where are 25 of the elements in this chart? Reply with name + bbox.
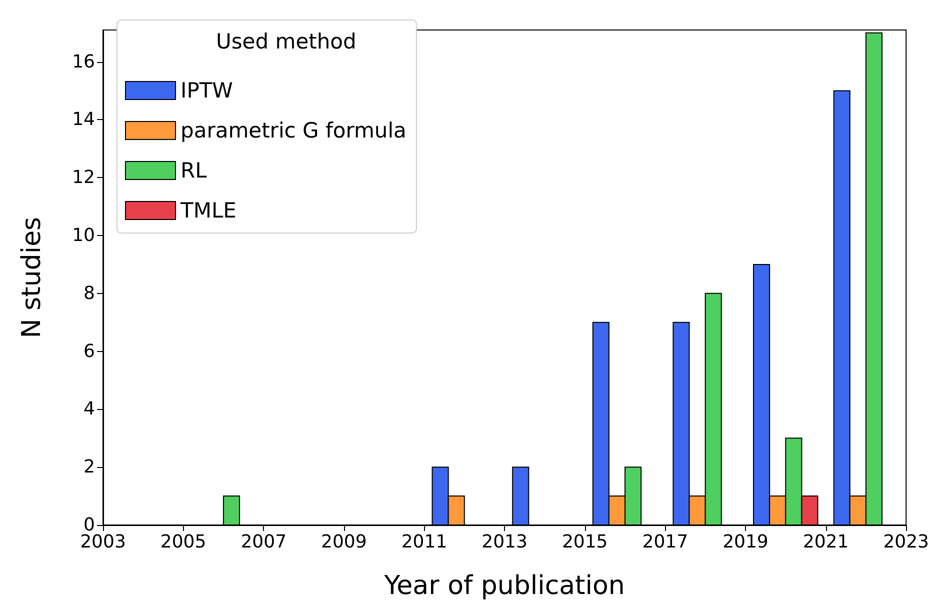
x-tick-label: 2021 (802, 532, 849, 552)
y-tick-label: 12 (72, 167, 95, 188)
x-tick-label: 2007 (240, 532, 287, 552)
y-axis-title: N studies (17, 216, 47, 338)
y-tick-label: 16 (72, 51, 95, 72)
x-axis-title: Year of publication (383, 571, 625, 601)
legend-label: parametric G formula (180, 118, 406, 142)
legend-title: Used method (216, 30, 356, 54)
x-tick-label: 2011 (401, 532, 448, 552)
x-tick-label: 2009 (321, 532, 367, 552)
x-tick-label: 2019 (722, 532, 768, 552)
legend-label: TMLE (180, 198, 236, 222)
y-tick-label: 14 (72, 109, 95, 130)
x-tick-label: 2023 (883, 532, 929, 552)
x-tick-label: 2013 (482, 532, 528, 552)
y-tick-label: 8 (84, 282, 95, 304)
x-tick-label: 2005 (160, 532, 206, 552)
y-tick-label: 10 (72, 225, 95, 246)
x-tick-label: 2017 (642, 532, 688, 552)
legend-label: RL (180, 158, 208, 182)
legend-label: IPTW (180, 78, 234, 102)
x-tick-label: 2015 (562, 532, 608, 552)
y-tick-label: 4 (84, 398, 95, 420)
y-tick-label: 6 (84, 340, 95, 362)
y-tick-label: 2 (84, 456, 95, 478)
